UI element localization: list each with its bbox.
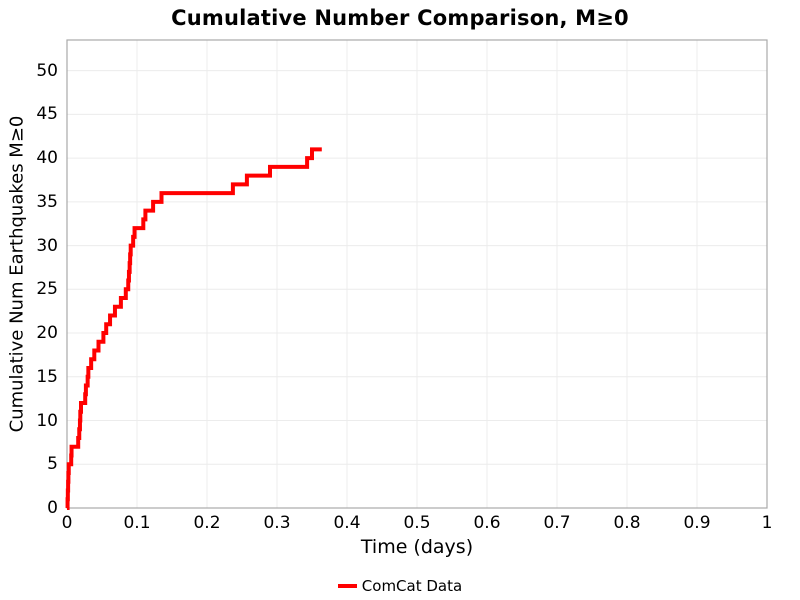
y-tick-label: 30 xyxy=(36,235,58,256)
y-tick-label: 50 xyxy=(36,60,58,81)
y-tick-label: 20 xyxy=(36,323,58,344)
y-tick-label: 10 xyxy=(36,410,58,431)
y-tick-label: 40 xyxy=(36,148,58,169)
y-tick-label: 45 xyxy=(36,104,58,125)
x-tick-label: 0.2 xyxy=(193,513,221,533)
y-tick-label: 35 xyxy=(36,191,58,212)
y-tick-label: 5 xyxy=(47,454,58,475)
x-tick-label: 1 xyxy=(761,513,773,533)
legend-label: ComCat Data xyxy=(361,577,463,595)
x-tick-label: 0.6 xyxy=(473,513,501,533)
x-tick-label: 0.4 xyxy=(333,513,361,533)
x-tick-label: 0.8 xyxy=(613,513,641,533)
x-tick-label: 0.3 xyxy=(263,513,291,533)
plot-border xyxy=(66,39,768,509)
x-tick-label: 0.1 xyxy=(123,513,151,533)
x-tick-label: 0.5 xyxy=(403,513,431,533)
legend: ComCat Data xyxy=(0,576,800,596)
chart-title: Cumulative Number Comparison, M≥0 xyxy=(171,6,629,30)
x-axis-label: Time (days) xyxy=(360,536,474,558)
y-tick-label: 15 xyxy=(36,366,58,387)
y-tick-label: 0 xyxy=(47,498,58,518)
x-tick-label: 0 xyxy=(61,513,73,533)
x-tick-label: 0.7 xyxy=(543,513,571,533)
y-tick-label: 25 xyxy=(36,279,58,300)
legend-line-swatch xyxy=(337,584,357,588)
data-curve-comcat-data xyxy=(65,147,322,510)
x-tick-label: 0.9 xyxy=(683,513,711,533)
